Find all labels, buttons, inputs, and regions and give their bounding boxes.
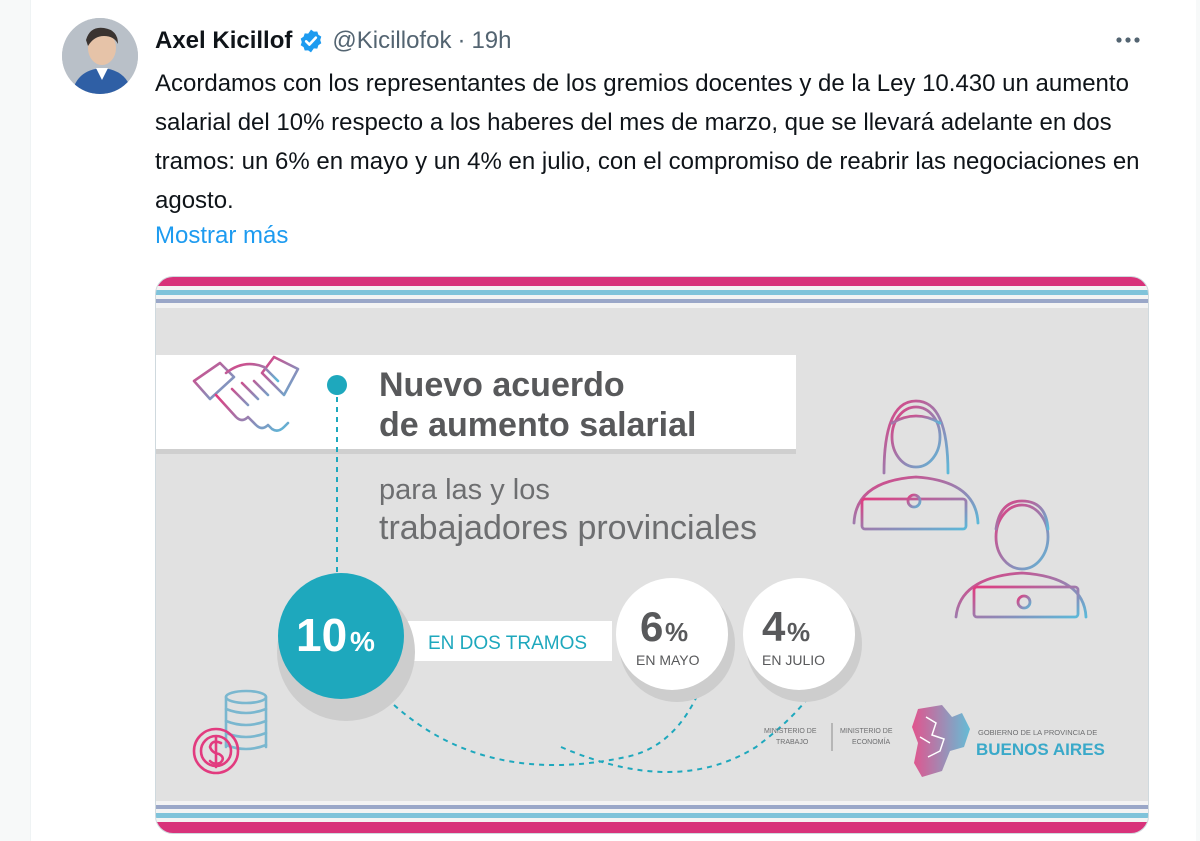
author-handle[interactable]: @Kicillofok — [332, 27, 452, 54]
infographic-title-line1: Nuevo acuerdo — [379, 366, 625, 404]
ministry-economia-line1: MINISTERIO DE — [840, 728, 893, 735]
tweet-header: Axel Kicillof @Kicillofok · 19h — [155, 24, 511, 58]
verified-badge-icon — [301, 29, 322, 53]
tweet-timestamp[interactable]: 19h — [471, 27, 512, 54]
header-separator: · — [457, 27, 466, 54]
ministry-trabajo-line1: MINISTERIO DE — [764, 728, 817, 735]
province-map-logo — [912, 705, 970, 777]
avatar-photo — [62, 18, 138, 94]
author-avatar[interactable] — [62, 18, 138, 94]
gov-line2: BUENOS AIRES — [976, 740, 1105, 759]
ministry-economia-line2: ECONOMÍA — [852, 737, 890, 746]
handshake-icon — [192, 355, 300, 432]
more-options-icon — [1116, 37, 1140, 43]
tramo-july-label: EN JULIO — [762, 652, 825, 668]
tramo-may-value: 6 — [640, 603, 663, 650]
author-name[interactable]: Axel Kicillof — [155, 27, 293, 54]
total-increase-unit: % — [350, 626, 375, 657]
more-options-button[interactable] — [1112, 26, 1144, 54]
tramo-may-unit: % — [665, 617, 688, 647]
total-increase-circle — [278, 573, 404, 699]
salary-agreement-infographic: Nuevo acuerdo de aumento salarial para l… — [156, 277, 1148, 833]
tramo-may-circle — [616, 578, 728, 690]
tramo-july-circle — [743, 578, 855, 690]
gov-line1: GOBIERNO DE LA PROVINCIA DE — [978, 728, 1097, 737]
timeline-dot — [327, 375, 347, 395]
infographic-subtitle-line1: para las y los — [379, 474, 550, 506]
woman-laptop-icon — [828, 399, 980, 537]
ministry-trabajo-line2: TRABAJO — [776, 739, 809, 746]
tweet-media-image[interactable]: Nuevo acuerdo de aumento salarial para l… — [155, 276, 1149, 834]
bottom-stripe-band — [156, 801, 1148, 833]
infographic-subtitle-line2: trabajadores provinciales — [379, 509, 757, 547]
show-more-link[interactable]: Mostrar más — [155, 222, 289, 249]
coins-dollar-icon — [192, 689, 268, 775]
tramo-may-label: EN MAYO — [636, 652, 700, 668]
tweet-text: Acordamos con los representantes de los … — [155, 70, 1140, 214]
infographic-title-line2: de aumento salarial — [379, 406, 696, 444]
tramo-july-value: 4 — [762, 603, 786, 650]
man-laptop-icon — [952, 499, 1096, 641]
ministry-logos: MINISTERIO DE TRABAJO MINISTERIO DE ECON… — [764, 723, 893, 751]
total-increase-value: 10 — [296, 609, 347, 661]
tramos-pill — [392, 621, 612, 661]
top-stripe-band — [156, 277, 1148, 308]
tramos-label: EN DOS TRAMOS — [428, 633, 587, 654]
tramo-july-unit: % — [787, 617, 810, 647]
